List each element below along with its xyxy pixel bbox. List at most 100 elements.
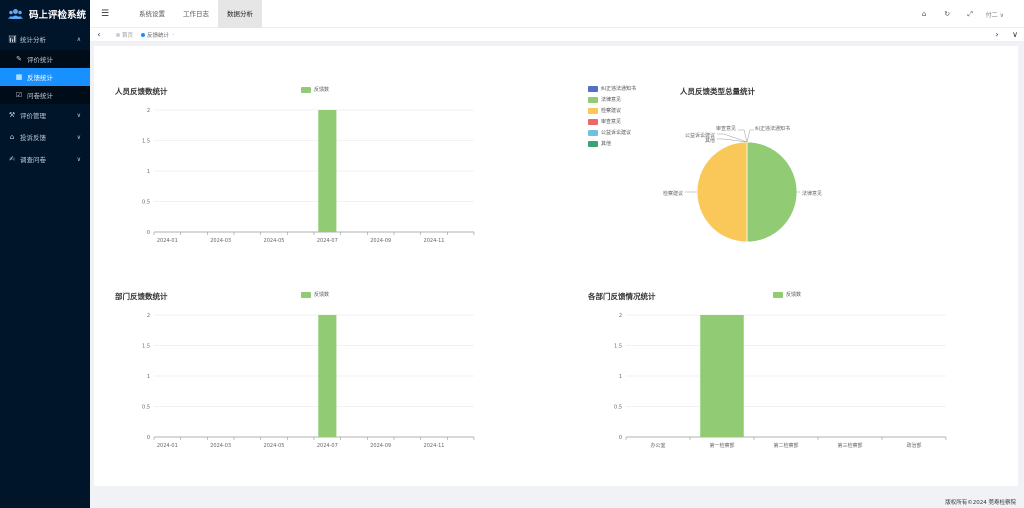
x-tick-label: 2024-11 [424,443,445,449]
x-tick-label: 2024-09 [370,443,391,449]
chart-icon: 📊︎ [8,35,17,43]
sidebar-item-feedback-stats[interactable]: ▦ 反馈统计 [0,68,90,86]
sidebar-item-eval-manage[interactable]: ⚒ 评价管理 ∨ [0,104,90,126]
y-tick-label: 0 [147,435,150,441]
caret-down-icon: ∨ [999,11,1004,19]
y-tick-label: 1 [147,169,150,175]
wrench-icon: ⚒ [8,111,16,119]
top-header: ☰ 系统设置 工作日志 数据分析 ⌂ ↻ ⤢ 付二 ∨ [90,0,1024,28]
y-tick-label: 0.5 [142,200,150,206]
x-tick-label: 2024-05 [264,238,285,244]
tab-system-settings[interactable]: 系统设置 [139,9,165,18]
legend-swatch [588,129,598,136]
legend-swatch [588,118,598,125]
bank-icon: ⌂ [9,133,15,141]
home-icon[interactable]: ⌂ [921,10,927,18]
close-icon[interactable]: › [172,31,175,38]
header-actions: ⌂ ↻ ⤢ 付二 ∨ [913,0,1004,28]
pie-legend-item[interactable]: 法律意见 [588,94,636,105]
sidebar-item-survey-stats[interactable]: ☑ 问卷统计 [0,86,90,104]
legend-label: 反馈数 [786,292,802,298]
calendar-icon: ▦ [15,73,23,81]
y-tick-label: 1.5 [614,344,622,350]
pie-legend-item[interactable]: 检察建议 [588,105,636,116]
legend-label: 公益诉讼建议 [601,130,632,136]
y-tick-label: 1.5 [142,139,150,145]
legend-swatch [588,85,598,92]
tag-dot [141,32,146,37]
pie-legend-item[interactable]: 纠正违法通知书 [588,83,636,94]
chart-title-dept-status: 各部门反馈情况统计 [588,292,656,301]
refresh-icon[interactable]: ↻ [944,10,951,18]
sidebar-item-label: 评价统计 [27,56,53,64]
y-tick-label: 0.5 [614,405,622,411]
x-tick-label: 2024-03 [210,238,231,244]
pen-icon: ✎ [16,55,22,63]
chevron-up-icon: ∧ [76,35,81,43]
pie-legend: 纠正违法通知书法律意见检察建议审查意见公益诉讼建议 其他 [588,83,636,149]
tags-bar: ‹ 首页 反馈统计 › › ∨ [90,28,1024,42]
tab-work-log[interactable]: 工作日志 [183,9,209,18]
tag-current[interactable]: 反馈统计 › [141,31,174,39]
app-title: 码上评检系统 [29,10,87,21]
bar [318,110,337,232]
sidebar-item-label: 问卷统计 [27,92,53,100]
chart-title-person-feedback: 人员反馈数统计 [115,87,168,96]
pie-legend-item[interactable]: 公益诉讼建议 [588,127,636,138]
sidebar-item-label: 调查问卷 [20,156,46,164]
sidebar-item-label: 评价管理 [20,112,46,120]
pie-legend-item[interactable]: 审查意见 [588,116,636,127]
sidebar: 码上评检系统 📊︎ 统计分析 ∧ ✎ 评价统计 ▦ 反馈统计 ☑ 问卷统计 ⚒ … [0,0,90,508]
sidebar-item-eval-stats[interactable]: ✎ 评价统计 [0,50,90,68]
chart-title-feedback-types: 人员反馈类型总量统计 [680,87,755,96]
tags-dropdown-icon[interactable]: ∨ [1012,30,1018,39]
tab-data-analysis[interactable]: 数据分析 [218,0,262,28]
sidebar-item-survey[interactable]: ✍ 调查问卷 ∨ [0,148,90,170]
tag-label: 首页 [122,32,134,39]
edit-icon: ☑ [15,91,23,99]
legend-label: 检察建议 [601,108,622,114]
fullscreen-icon[interactable]: ⤢ [967,9,973,18]
pie-slice [746,141,798,243]
pie-label: 纠正违法通知书 [755,125,790,132]
menu-toggle-icon[interactable]: ☰ [100,8,110,19]
tags-scroll-right-icon[interactable]: › [995,30,999,39]
x-tick-label: 第一检察部 [709,442,734,449]
y-tick-label: 0.5 [142,405,150,411]
pie-label: 法律意见 [802,190,822,197]
x-tick-label: 第二检察部 [773,442,798,449]
y-tick-label: 1 [147,374,150,380]
tag-home[interactable]: 首页 [116,31,133,39]
sidebar-item-stats[interactable]: 📊︎ 统计分析 ∧ [0,28,90,50]
pie-label: 审查意见 [716,125,736,132]
pie-label: 检察建议 [663,190,683,197]
edit-icon: ✍ [9,155,15,163]
sidebar-item-label: 统计分析 [20,36,46,44]
sidebar-item-label: 反馈统计 [27,74,53,82]
pie-label-line [746,129,754,143]
bar [700,315,744,437]
x-tick-label: 2024-01 [157,238,178,244]
dept-feedback-bar-chart: 0 0.5 1 1.5 2 2024-01 2024-03 2024-05 2024-07 202… [142,313,475,449]
pie-legend-item[interactable]: 其他 [588,138,636,149]
chart-legend[interactable]: 反馈数 [301,291,329,298]
tags-scroll-left-icon[interactable]: ‹ [97,30,101,39]
legend-label: 反馈数 [314,292,330,298]
chevron-down-icon: ∨ [76,133,81,141]
chart-title-dept-feedback: 部门反馈数统计 [115,292,168,301]
chart-legend[interactable]: 反馈数 [301,86,329,93]
app-logo[interactable]: 码上评检系统 [0,0,90,28]
tag-label: 反馈统计 [147,32,170,39]
legend-label: 其他 [601,141,612,147]
pie-label-line [717,133,748,143]
legend-label: 法律意见 [601,97,622,103]
stats-submenu: ✎ 评价统计 ▦ 反馈统计 ☑ 问卷统计 [0,50,90,104]
legend-swatch [588,96,598,103]
sidebar-item-complaints[interactable]: ⌂ 投诉反馈 ∨ [0,126,90,148]
user-menu[interactable]: 付二 ∨ [986,10,1004,19]
chart-legend[interactable]: 反馈数 [773,291,801,298]
x-tick-label: 2024-11 [424,238,445,244]
person-feedback-bar-chart: 0 0.5 1 1.5 2 2024-01 2024-03 2024-05 2024-07 202… [142,108,475,244]
legend-label: 审查意见 [601,119,622,125]
dept-status-bar-chart: 0 0.5 1 1.5 2 办公室 第一检察部 第二检察部 第三检察部 政治部 [614,313,947,449]
